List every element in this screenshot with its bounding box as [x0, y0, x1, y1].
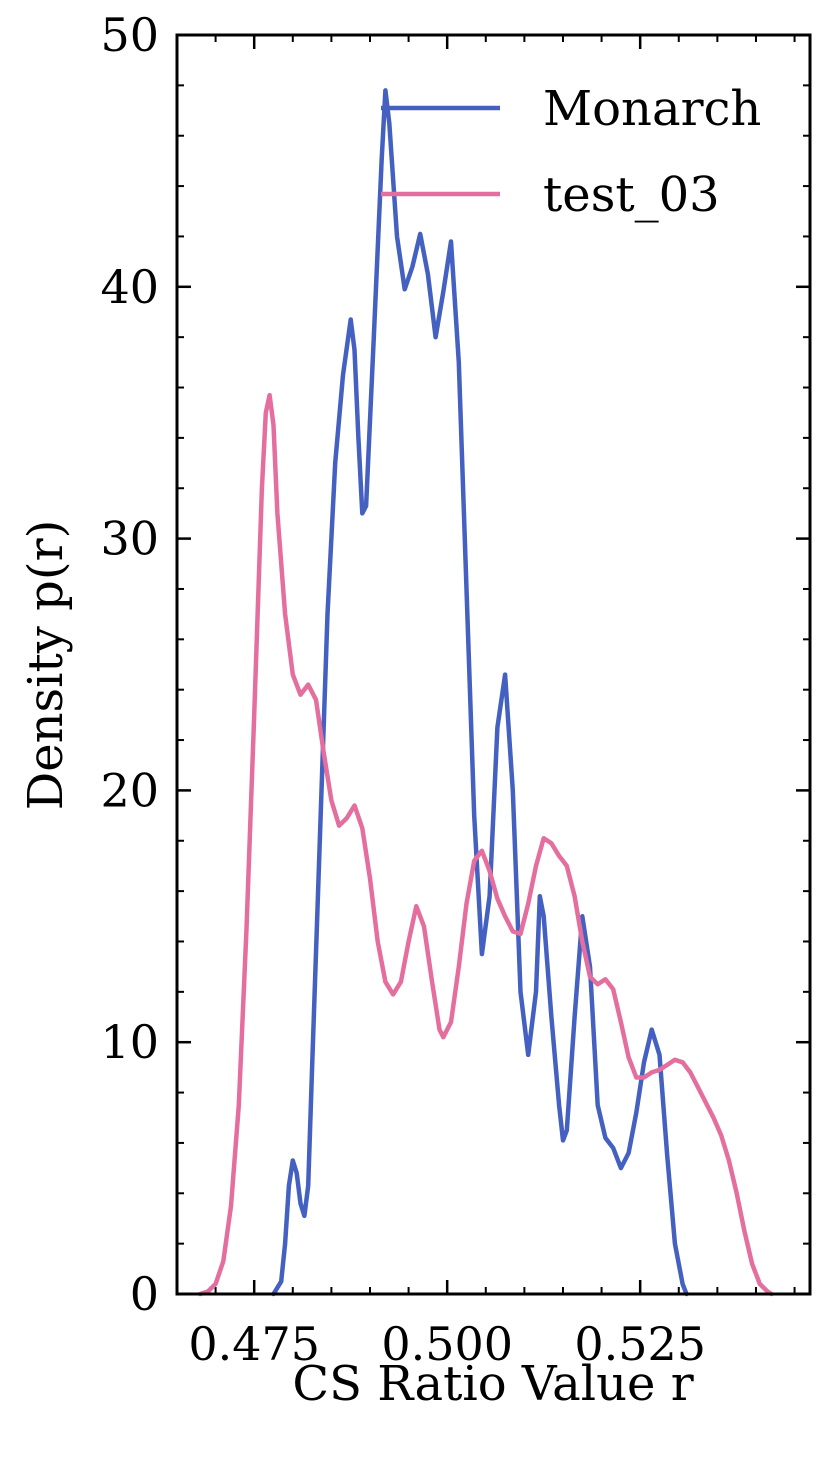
series-lines [197, 88, 774, 1297]
x-tick-labels: 0.475 0.500 0.525 [188, 1317, 706, 1371]
x-tick-label: 0.475 [188, 1317, 320, 1371]
y-tick-label: 50 [100, 8, 159, 62]
legend: Monarch test_03 [381, 81, 761, 223]
x-axis-label: CS Ratio Value r [292, 1356, 693, 1412]
axis-ticks [176, 33, 810, 1296]
x-tick-label: 0.525 [574, 1317, 706, 1371]
y-tick-labels: 0 10 20 30 40 50 [100, 8, 159, 1321]
x-tick-label: 0.500 [381, 1317, 513, 1371]
legend-label: test_03 [543, 167, 720, 223]
y-tick-label: 30 [100, 512, 159, 566]
plot-frame [175, 33, 812, 1296]
y-tick-label: 10 [100, 1015, 159, 1069]
legend-label: Monarch [543, 81, 761, 137]
y-tick-label: 0 [130, 1267, 159, 1321]
y-axis-label: Density p(r) [18, 520, 74, 811]
series-line-test-03 [197, 392, 774, 1297]
y-tick-label: 20 [100, 763, 159, 817]
y-tick-label: 40 [100, 260, 159, 314]
series-line-monarch [271, 88, 689, 1297]
